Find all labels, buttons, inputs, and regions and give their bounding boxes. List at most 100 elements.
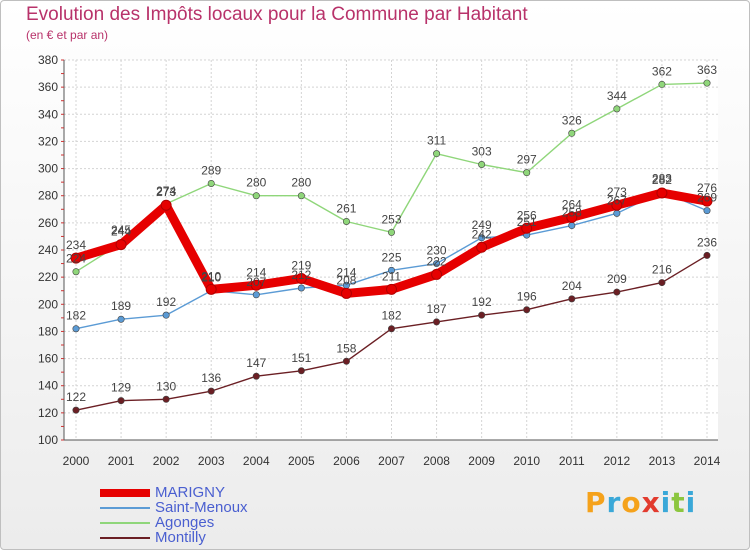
data-label: 136	[201, 371, 221, 385]
data-label: 280	[291, 176, 311, 190]
y-tick-label: 120	[38, 406, 58, 420]
data-point	[295, 273, 307, 284]
legend-label: Montilly	[155, 529, 206, 546]
data-point	[117, 397, 125, 405]
data-point	[72, 406, 80, 414]
data-label: 192	[156, 295, 176, 309]
data-point	[703, 251, 711, 259]
y-tick-label: 360	[38, 80, 58, 94]
data-point	[252, 192, 260, 200]
data-label: 234	[66, 238, 86, 252]
data-point	[386, 283, 397, 295]
data-point	[433, 318, 441, 326]
y-tick-label: 100	[38, 433, 58, 447]
data-label: 249	[472, 218, 492, 232]
data-label: 311	[427, 134, 446, 148]
data-point	[478, 234, 486, 242]
x-tick-label: 2010	[513, 454, 540, 468]
data-label: 289	[201, 164, 221, 178]
data-point	[387, 228, 395, 236]
data-label: 208	[336, 273, 356, 287]
data-point	[297, 192, 305, 200]
data-label: 225	[381, 250, 401, 264]
data-label: 362	[652, 64, 672, 78]
data-label: 151	[291, 351, 311, 365]
data-point	[342, 218, 350, 226]
data-point	[521, 222, 533, 234]
data-point	[297, 284, 305, 292]
data-label: 269	[697, 191, 717, 205]
data-label: 230	[427, 244, 447, 258]
data-point	[703, 207, 711, 215]
x-tick-label: 2011	[559, 454, 585, 468]
data-point	[568, 295, 576, 303]
data-point	[566, 211, 578, 223]
data-point	[656, 187, 668, 199]
data-point	[115, 239, 127, 251]
data-point	[342, 357, 350, 365]
legend-swatch-saint-menoux	[100, 507, 150, 509]
data-point	[207, 180, 215, 188]
data-label: 211	[382, 269, 401, 283]
data-point	[252, 291, 260, 299]
data-label: 344	[607, 89, 627, 103]
data-point	[117, 315, 125, 323]
data-point	[297, 367, 305, 375]
y-tick-label: 200	[38, 297, 58, 311]
data-label: 207	[246, 275, 266, 289]
data-label: 280	[246, 176, 266, 190]
data-label: 187	[427, 302, 447, 316]
data-label: 182	[66, 309, 86, 323]
data-point	[703, 79, 711, 87]
y-tick-label: 180	[38, 324, 58, 338]
y-tick-label: 140	[38, 379, 58, 393]
data-label: 209	[607, 272, 627, 286]
data-point	[613, 209, 621, 217]
data-point	[568, 129, 576, 137]
legend-label: MARIGNY	[155, 484, 226, 501]
data-label: 204	[562, 279, 582, 293]
data-label: 273	[607, 185, 627, 199]
logo-letter: i	[660, 486, 672, 519]
x-tick-label: 2008	[423, 454, 450, 468]
data-point	[72, 268, 80, 276]
x-tick-label: 2000	[63, 454, 90, 468]
data-point	[70, 252, 82, 264]
data-label: 273	[156, 185, 176, 199]
y-tick-label: 160	[38, 352, 58, 366]
data-label: 158	[336, 341, 356, 355]
data-label: 236	[697, 235, 717, 249]
y-tick-label: 280	[38, 189, 58, 203]
data-point	[162, 395, 170, 403]
data-label: 283	[652, 172, 672, 186]
data-label: 212	[291, 268, 311, 282]
data-label: 210	[201, 271, 221, 285]
data-label: 129	[111, 381, 131, 395]
data-point	[252, 372, 260, 380]
data-label: 253	[381, 212, 401, 226]
data-label: 122	[66, 390, 86, 404]
data-label: 182	[381, 309, 401, 323]
data-point	[160, 199, 172, 211]
data-point	[340, 287, 352, 299]
data-label: 303	[472, 145, 492, 159]
legend-swatch-marigny	[100, 489, 150, 497]
x-tick-label: 2005	[288, 454, 315, 468]
x-tick-label: 2012	[604, 454, 631, 468]
data-point	[523, 169, 531, 177]
legend-label: Agonges	[155, 514, 215, 531]
data-point	[568, 222, 576, 230]
proxiti-logo: Proxiti	[585, 486, 696, 519]
logo-letter: o	[621, 486, 642, 519]
data-point	[658, 279, 666, 287]
y-tick-label: 300	[38, 162, 58, 176]
data-label: 274	[156, 184, 176, 198]
y-tick-label: 340	[38, 107, 58, 121]
x-tick-label: 2003	[198, 454, 225, 468]
y-tick-label: 380	[38, 53, 58, 67]
logo-letter: P	[585, 486, 607, 519]
data-point	[476, 241, 488, 253]
x-tick-label: 2004	[243, 454, 270, 468]
x-tick-label: 2014	[694, 454, 721, 468]
data-point	[431, 268, 443, 280]
